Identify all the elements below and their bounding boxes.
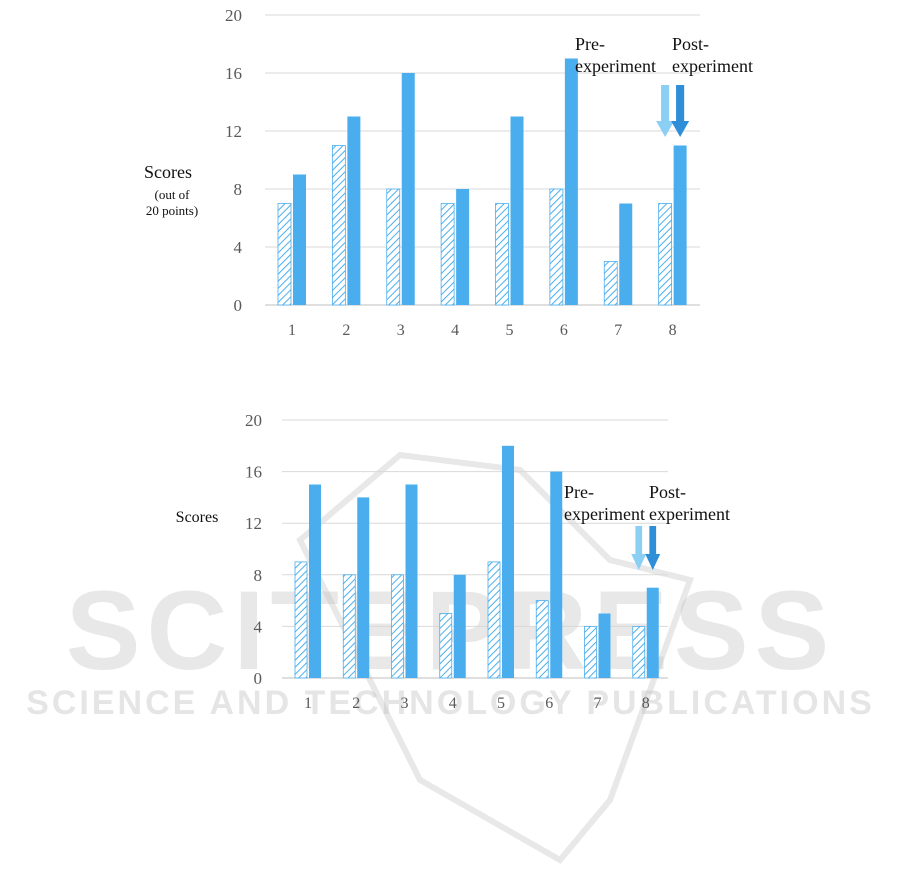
x-tick-label: 6 <box>545 695 553 712</box>
legend-arrow-pre <box>631 526 647 570</box>
bar-pre-7 <box>584 626 597 679</box>
x-tick-label: 8 <box>642 695 650 712</box>
legend-pre-label: experiment <box>564 504 645 524</box>
bar-post-7 <box>619 203 633 305</box>
bar-post-1 <box>293 174 306 305</box>
x-tick-label: 5 <box>506 322 514 339</box>
x-tick-label: 1 <box>304 695 312 712</box>
legend-pre-label: Pre- <box>575 34 605 54</box>
legend-arrow-post <box>671 85 690 137</box>
bar-post-3 <box>405 484 418 678</box>
legend-post-label: Post- <box>672 34 709 54</box>
legend-arrow-pre <box>656 85 675 137</box>
bar-post-6 <box>564 58 578 305</box>
legend-post-label: experiment <box>649 504 730 524</box>
legend-post-label: experiment <box>672 56 753 76</box>
x-tick-label: 7 <box>614 322 622 339</box>
bar-pre-3 <box>386 188 401 306</box>
y-tick-label: 8 <box>254 566 263 585</box>
bar-pre-6 <box>549 188 564 306</box>
bar-pre-4 <box>440 203 455 306</box>
bar-post-4 <box>456 189 470 305</box>
bar-post-6 <box>550 471 563 678</box>
y-tick-label: 16 <box>245 463 262 482</box>
bar-pre-5 <box>487 561 501 679</box>
y-tick-label: 20 <box>225 6 242 25</box>
y-axis-sublabel: 20 points) <box>146 203 198 218</box>
bar-pre-4 <box>439 613 453 679</box>
y-tick-label: 0 <box>254 669 263 688</box>
y-axis-sublabel: (out of <box>154 187 190 202</box>
y-tick-label: 12 <box>245 514 262 533</box>
x-tick-label: 4 <box>449 695 457 712</box>
bar-pre-8 <box>658 203 673 306</box>
bar-post-5 <box>510 116 524 305</box>
bar-pre-2 <box>342 574 356 679</box>
x-tick-label: 7 <box>594 695 602 712</box>
bar-post-3 <box>401 73 415 305</box>
bar-pre-8 <box>632 626 646 679</box>
bar-post-1 <box>309 484 321 678</box>
watermark-outline <box>296 451 694 864</box>
bar-pre-6 <box>535 600 549 679</box>
x-tick-label: 6 <box>560 322 568 339</box>
x-tick-label: 2 <box>342 322 350 339</box>
y-tick-label: 12 <box>225 122 242 141</box>
x-tick-label: 5 <box>497 695 505 712</box>
bar-post-8 <box>673 145 687 305</box>
y-tick-label: 4 <box>234 238 243 257</box>
x-tick-label: 4 <box>451 322 459 339</box>
bar-post-4 <box>453 574 466 678</box>
x-tick-label: 8 <box>669 322 677 339</box>
legend-arrow-post <box>645 526 661 570</box>
bar-post-7 <box>598 613 611 678</box>
legend-pre-label: Pre- <box>564 482 594 502</box>
bar-post-8 <box>646 587 659 678</box>
y-axis-label: Scores <box>176 509 219 526</box>
bar-post-2 <box>347 116 361 305</box>
legend-pre-label: experiment <box>575 56 656 76</box>
y-tick-label: 0 <box>234 296 243 315</box>
bar-post-5 <box>502 445 514 678</box>
x-tick-label: 3 <box>397 322 405 339</box>
bar-pre-1 <box>277 203 292 306</box>
y-tick-label: 4 <box>254 617 263 636</box>
bar-pre-5 <box>495 203 509 306</box>
legend-post-label: Post- <box>649 482 686 502</box>
bar-pre-2 <box>331 145 346 306</box>
x-tick-label: 1 <box>288 322 296 339</box>
y-tick-label: 16 <box>225 64 242 83</box>
y-tick-label: 20 <box>245 411 262 430</box>
bar-pre-7 <box>603 261 618 306</box>
x-tick-label: 3 <box>401 695 409 712</box>
bar-post-2 <box>357 497 370 678</box>
y-tick-label: 8 <box>234 180 243 199</box>
y-axis-label: Scores <box>144 162 192 182</box>
bar-pre-1 <box>294 561 308 679</box>
x-tick-label: 2 <box>352 695 360 712</box>
bar-pre-3 <box>391 574 404 679</box>
